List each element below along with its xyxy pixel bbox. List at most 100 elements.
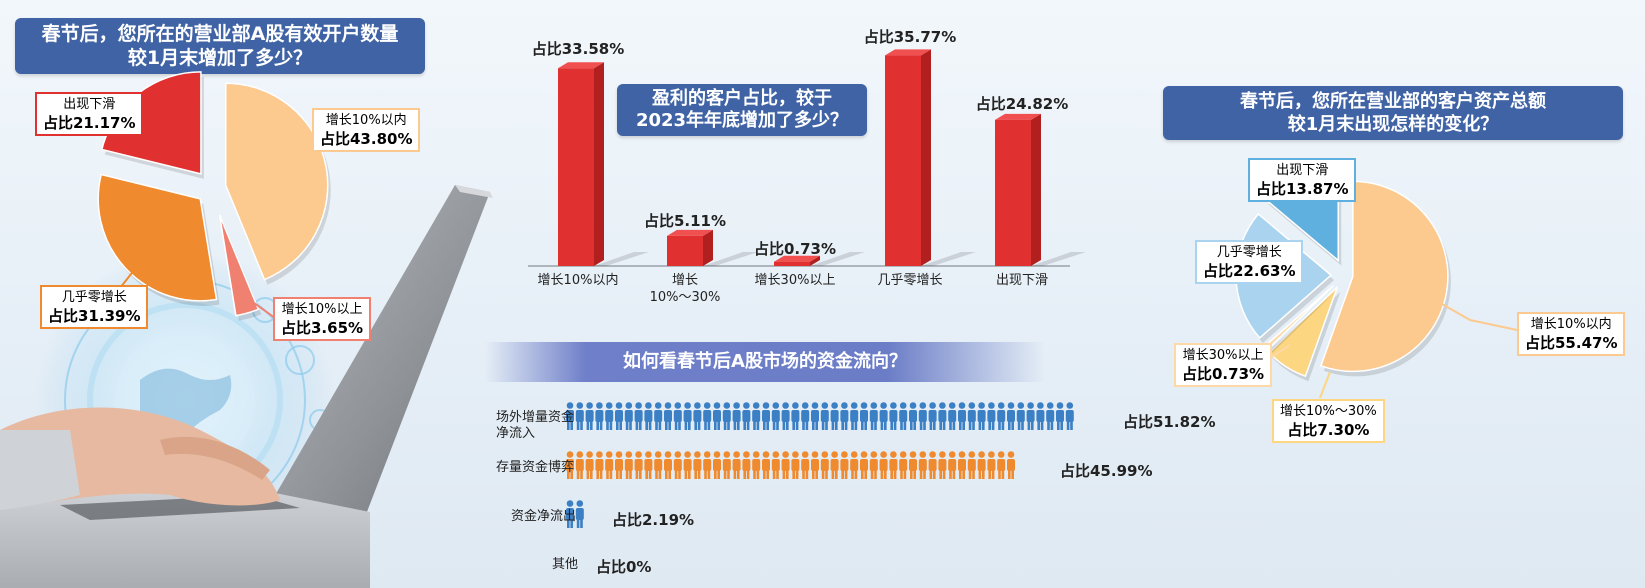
pictogram-category-2: 资金净流出 — [511, 509, 601, 525]
pictogram-category-3: 其他 — [552, 557, 642, 573]
person-icon-0-32 — [879, 402, 888, 430]
bar-category-3: 几乎零增长 — [850, 272, 970, 289]
person-icon-0-34 — [899, 402, 908, 430]
bar-value-label-3: 占比35.77% — [863, 28, 957, 46]
person-icon-1-40 — [958, 451, 966, 479]
bar-shadow-0 — [594, 252, 649, 266]
person-icon-1-24 — [801, 451, 810, 479]
bar-category-1-line1: 增长 — [671, 273, 698, 288]
pictogram-category-0-line1: 场外增量资金 — [496, 410, 575, 425]
bar-top-3 — [885, 49, 931, 56]
person-icon-0-42 — [977, 402, 986, 430]
bar-value-label-1: 占比5.11% — [643, 212, 727, 230]
person-icon-1-23 — [791, 451, 800, 479]
pie2-slice-0 — [1319, 180, 1449, 373]
pie1-callout-within10-name: 增长10%以内 — [325, 113, 407, 128]
bar-title: 盈利的客户占比，较于 2023年年底增加了多少？ — [617, 84, 867, 136]
pie1-callout-within10: 增长10%以内 占比43.80% — [312, 108, 421, 152]
person-icon-1-5 — [615, 451, 623, 479]
bar-top-4 — [995, 113, 1041, 120]
person-icon-0-26 — [820, 402, 829, 430]
person-icon-1-35 — [909, 451, 917, 479]
pie2-connector-1 — [1319, 371, 1331, 399]
pie2-callout-within10-name: 增长10%以内 — [1530, 317, 1612, 332]
person-icon-0-51 — [1065, 402, 1074, 430]
bar-category-2: 增长30%以上 — [735, 272, 855, 289]
pie1-callout-within10-value: 占比43.80% — [320, 130, 413, 148]
person-icon-0-36 — [918, 402, 927, 430]
bar-shadow-2 — [810, 252, 865, 266]
person-icon-1-20 — [762, 451, 770, 479]
person-icon-0-50 — [1056, 402, 1064, 430]
person-icon-0-14 — [703, 402, 712, 430]
person-icon-0-8 — [644, 402, 653, 430]
bar-category-3-line1: 几乎零增长 — [877, 273, 943, 288]
bar-value-label-2: 占比0.73% — [753, 240, 837, 258]
pie2-callout-above30-value: 占比0.73% — [1182, 365, 1265, 383]
person-icon-0-35 — [909, 402, 917, 430]
person-icon-0-48 — [1036, 402, 1045, 430]
person-icon-1-26 — [820, 451, 829, 479]
person-icon-1-18 — [742, 451, 751, 479]
pictogram-value-0: 占比51.82% — [1123, 413, 1216, 431]
person-icon-0-47 — [1026, 402, 1035, 430]
person-icon-1-28 — [840, 451, 849, 479]
bar-category-0-line1: 增长10%以内 — [537, 273, 619, 288]
pie2-callout-above30-name: 增长30%以上 — [1182, 348, 1264, 363]
bar-category-1: 增长 10%～30% — [625, 272, 745, 306]
person-icon-1-9 — [654, 451, 663, 479]
person-icon-0-7 — [634, 402, 643, 430]
pie2-callout-above30: 增长30%以上 占比0.73% — [1174, 343, 1273, 387]
pie2-callout-within10-value: 占比55.47% — [1525, 334, 1618, 352]
person-icon-0-15 — [713, 402, 721, 430]
pie2-slice-shadow-2 — [1264, 290, 1337, 357]
bar-side-1 — [703, 229, 713, 266]
person-icon-0-1 — [575, 402, 584, 430]
bar-4 — [995, 119, 1031, 267]
pie2-callout-zero: 几乎零增长 占比22.63% — [1195, 240, 1304, 284]
person-icon-1-15 — [713, 451, 721, 479]
pie1-slice-1 — [218, 214, 260, 317]
person-icon-0-24 — [801, 402, 810, 430]
person-icon-1-25 — [811, 451, 819, 479]
person-icon-1-30 — [860, 451, 868, 479]
pie1-title: 春节后，您所在的营业部A股有效开户数量 较1月末增加了多少？ — [15, 18, 425, 74]
person-icon-1-19 — [752, 451, 761, 479]
pie2-title: 春节后，您所在营业部的客户资产总额 较1月末出现怎样的变化？ — [1163, 86, 1623, 140]
bar-value-label-0: 占比33.58% — [531, 40, 625, 58]
pie2-callout-10to30-name: 增长10%～30% — [1280, 404, 1377, 419]
pie1-title-line1: 春节后，您所在的营业部A股有效开户数量 — [41, 23, 399, 45]
bar-category-0: 增长10%以内 — [518, 272, 638, 289]
laptop-graphic — [0, 185, 493, 588]
bar-side-2 — [810, 255, 820, 266]
person-icon-0-3 — [595, 402, 604, 430]
person-icon-0-18 — [742, 402, 751, 430]
person-icon-1-6 — [624, 451, 633, 479]
person-icon-0-21 — [771, 402, 780, 430]
pie2-callout-10to30: 增长10%～30% 占比7.30% — [1272, 399, 1385, 443]
pie1-connector-2 — [119, 249, 151, 289]
person-icon-1-36 — [918, 451, 927, 479]
pie1-callout-zero-value: 占比31.39% — [48, 307, 141, 325]
person-icon-0-45 — [1007, 402, 1015, 430]
bar-top-0 — [558, 62, 604, 69]
person-icon-1-16 — [722, 451, 731, 479]
bar-shadow-4 — [1031, 252, 1086, 266]
person-icon-1-29 — [850, 451, 859, 479]
person-icon-1-34 — [899, 451, 908, 479]
person-icon-1-42 — [977, 451, 986, 479]
person-icon-1-7 — [634, 451, 643, 479]
person-icon-0-49 — [1046, 402, 1055, 430]
pie2-callout-zero-value: 占比22.63% — [1203, 262, 1296, 280]
pie2-title-line2: 较1月末出现怎样的变化？ — [1287, 114, 1499, 135]
person-icon-0-43 — [987, 402, 996, 430]
bar-category-4-line1: 出现下滑 — [995, 273, 1048, 288]
person-icon-0-12 — [683, 402, 692, 430]
bar-1 — [667, 235, 703, 266]
bar-2 — [774, 261, 810, 266]
bar-side-0 — [594, 62, 604, 266]
person-icon-0-28 — [840, 402, 849, 430]
person-icon-0-40 — [958, 402, 966, 430]
